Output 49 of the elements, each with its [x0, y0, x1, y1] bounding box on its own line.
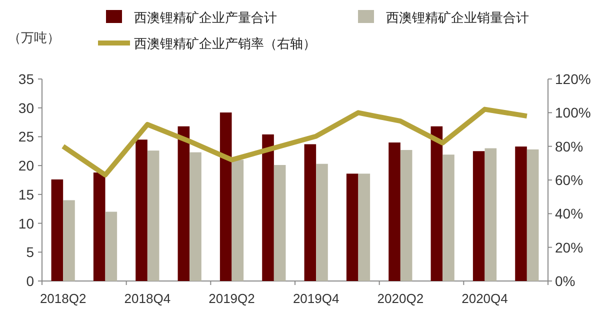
bar	[274, 164, 286, 281]
y2-tick-label: 80%	[555, 138, 584, 154]
y-tick-label: 25	[18, 128, 34, 145]
legend-label: 西澳锂精矿企业销量合计	[386, 10, 529, 25]
x-tick-label: 2020Q4	[462, 291, 508, 306]
y-tick-label: 20	[18, 158, 34, 174]
legend-label: 西澳锂精矿企业产销率（右轴）	[134, 36, 316, 51]
y2-tick-label: 40%	[555, 206, 584, 222]
bar	[190, 152, 202, 281]
y-tick-label: 5	[26, 244, 34, 260]
x-tick-label: 2018Q4	[124, 291, 171, 306]
bar	[105, 212, 118, 281]
bar	[262, 134, 274, 281]
bar	[316, 164, 328, 281]
bar	[526, 149, 539, 281]
x-tick-label: 2019Q2	[208, 291, 255, 306]
y2-tick-label: 120%	[555, 71, 591, 87]
bar	[484, 148, 497, 281]
bar	[220, 112, 232, 281]
y-tick-label: 35	[18, 71, 34, 87]
bar	[430, 126, 443, 281]
y2-tick-label: 0%	[555, 273, 576, 289]
legend-label: 西澳锂精矿企业产量合计	[134, 10, 277, 25]
y2-tick-label: 20%	[555, 239, 584, 256]
y2-tick-label: 60%	[555, 172, 584, 188]
x-tick-label: 2019Q4	[292, 291, 340, 306]
y-tick-label: 15	[18, 186, 34, 202]
bar	[400, 150, 412, 281]
x-tick-label: 2018Q2	[40, 291, 86, 306]
y2-tick-label: 100%	[555, 104, 591, 121]
bar	[147, 150, 160, 281]
bar	[63, 200, 75, 281]
bar	[51, 179, 64, 281]
bar	[232, 160, 244, 281]
bar	[304, 144, 316, 281]
x-tick-label: 2020Q2	[377, 291, 424, 306]
bar	[442, 154, 454, 281]
y-axis-title: （万吨）	[8, 30, 60, 45]
bar	[93, 172, 106, 281]
bar	[358, 174, 370, 281]
bar	[515, 146, 527, 281]
y-tick-label: 30	[18, 100, 34, 116]
bar	[136, 140, 148, 281]
bar	[346, 174, 358, 281]
bar	[388, 142, 400, 281]
bar	[178, 126, 190, 281]
y-tick-label: 10	[18, 215, 34, 232]
y-tick-label: 0	[26, 273, 34, 289]
bar	[472, 151, 485, 281]
